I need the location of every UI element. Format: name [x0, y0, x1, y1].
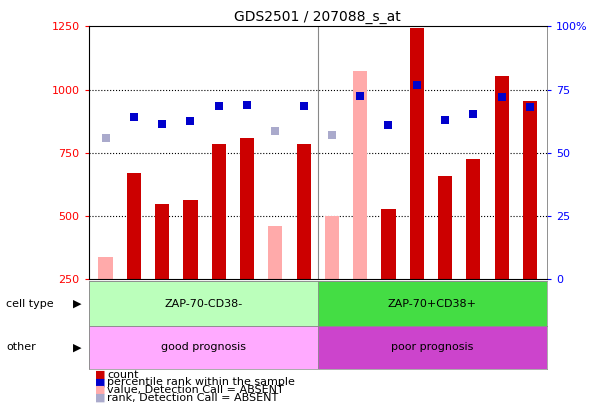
Bar [98, 257, 112, 279]
Text: ZAP-70+CD38+: ZAP-70+CD38+ [388, 299, 477, 309]
Bar [183, 200, 197, 279]
Bar [523, 101, 537, 279]
Bar [89, 326, 318, 369]
Bar [466, 159, 480, 279]
Text: cell type: cell type [6, 299, 54, 309]
Bar [409, 28, 424, 279]
Text: rank, Detection Call = ABSENT: rank, Detection Call = ABSENT [107, 393, 278, 403]
Bar [211, 144, 226, 279]
Bar [438, 176, 452, 279]
Bar [296, 144, 310, 279]
Title: GDS2501 / 207088_s_at: GDS2501 / 207088_s_at [235, 10, 401, 24]
Text: ▶: ▶ [73, 342, 82, 352]
Text: ■: ■ [95, 377, 105, 387]
Text: ZAP-70-CD38-: ZAP-70-CD38- [164, 299, 243, 309]
Text: ■: ■ [95, 385, 105, 395]
Text: ▶: ▶ [73, 299, 82, 309]
Bar [240, 138, 254, 279]
Bar [325, 216, 339, 279]
Text: good prognosis: good prognosis [161, 342, 246, 352]
Bar [89, 281, 318, 326]
Bar [318, 281, 547, 326]
Bar [494, 76, 509, 279]
Text: other: other [6, 342, 36, 352]
Text: percentile rank within the sample: percentile rank within the sample [107, 377, 295, 387]
Bar [127, 173, 141, 279]
Bar [268, 226, 282, 279]
Bar [381, 209, 395, 279]
Bar [155, 203, 169, 279]
Text: ■: ■ [95, 393, 105, 403]
Text: value, Detection Call = ABSENT: value, Detection Call = ABSENT [107, 385, 284, 395]
Text: count: count [107, 370, 139, 379]
Text: ■: ■ [95, 370, 105, 379]
Text: poor prognosis: poor prognosis [391, 342, 474, 352]
Bar [318, 326, 547, 369]
Bar [353, 70, 367, 279]
